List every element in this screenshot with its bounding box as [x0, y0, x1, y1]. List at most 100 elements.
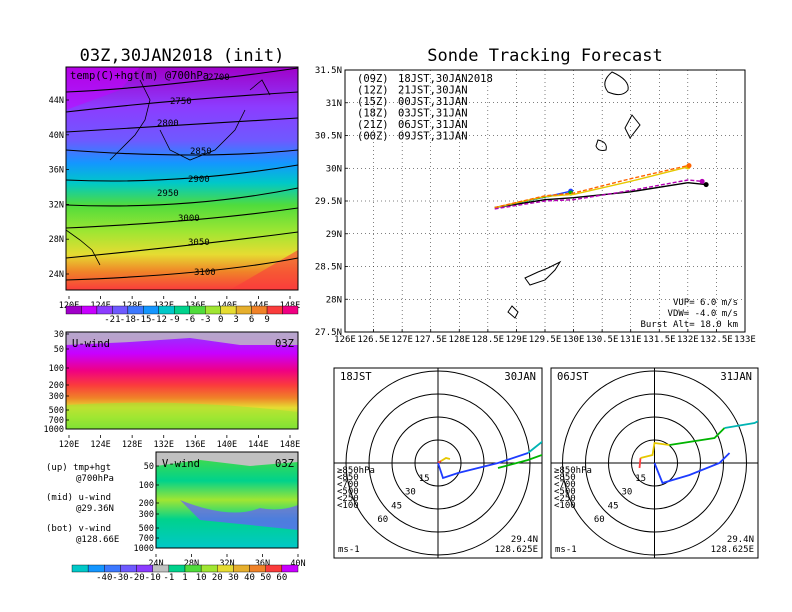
v-wind-panel: V-wind 03Z [155, 451, 299, 549]
note-up-level: @700hPa [76, 474, 114, 484]
x-tick-label: 130E [563, 335, 585, 345]
pressure-legend: <700 [337, 480, 359, 490]
track-endpoint [699, 178, 705, 184]
hodograph-trace [527, 440, 542, 454]
pressure-legend: ≥850hPa [554, 466, 592, 476]
y-tick-label: 29.5N [315, 197, 342, 207]
legend-valid: 06JST,31JAN [398, 119, 468, 131]
y-tick-label: 31N [326, 99, 342, 109]
colorbar-label: -40 [96, 573, 112, 583]
colorbar-swatch [266, 305, 283, 315]
x-tick-label: 131.5E [643, 335, 676, 345]
y-tick-label: 200 [139, 499, 154, 509]
y-tick-label: 28N [49, 235, 64, 245]
contour-label: 3050 [188, 238, 210, 248]
x-tick-label: 148E [280, 440, 300, 450]
pressure-legend: <850 [337, 473, 359, 483]
colorbar-swatch [87, 564, 105, 573]
colorbar-label: 3 [233, 315, 238, 325]
y-tick-label: 700 [49, 416, 64, 426]
y-tick-label: 29N [326, 230, 342, 240]
temp-panel-subtitle: temp(C)+hgt(m) @700hPa [70, 70, 209, 82]
colorbar-label: 50 [260, 573, 271, 583]
x-tick-label: 127.5E [414, 335, 447, 345]
pressure-legend: <700 [554, 480, 576, 490]
hodograph-trace [440, 457, 451, 462]
x-tick-label: 132E [677, 335, 699, 345]
v-wind-gray [156, 452, 298, 466]
param-vdw: VDW= -4.0 m/s [668, 309, 738, 319]
y-tick-label: 31.5N [315, 66, 342, 76]
contour-label: 3000 [178, 214, 200, 224]
colorbar-swatch [158, 305, 175, 315]
ring-label: 15 [635, 474, 646, 484]
x-tick-label: 128E [122, 440, 142, 450]
legend-run: (15Z) [357, 96, 389, 108]
temp-panel: 2700 2750 2800 2850 2900 2950 3000 3050 … [65, 66, 299, 291]
hodograph-lon: 128.625E [495, 545, 538, 555]
x-tick-label: 126E [334, 335, 356, 345]
x-tick-label: 129.5E [529, 335, 562, 345]
y-tick-label: 30N [326, 164, 342, 174]
y-tick-label: 27.5N [315, 328, 342, 338]
contour-label: 2750 [170, 97, 192, 107]
colorbar-label: -3 [200, 315, 211, 325]
y-tick-label: 500 [49, 406, 64, 416]
colorbar-label: -10 [145, 573, 161, 583]
legend-valid: 21JST,30JAN [398, 85, 468, 97]
x-tick-label: 136E [185, 440, 205, 450]
hodograph-rings [551, 368, 758, 558]
colorbar-swatch [81, 305, 98, 315]
y-tick-label: 28.5N [315, 263, 342, 273]
x-tick-label: 127E [391, 335, 413, 345]
colorbar-label: 9 [264, 315, 269, 325]
contour-label: 2700 [208, 73, 230, 83]
legend-valid: 18JST,30JAN2018 [398, 73, 493, 85]
pressure-legend: <500 [554, 487, 576, 497]
legend-valid: 09JST,31JAN [398, 131, 468, 143]
tracking-y-axis: 27.5N 28N 28.5N 29N 29.5N 30N 30.5N 31N 31.5N [315, 66, 348, 338]
ring-label: 45 [391, 501, 402, 511]
x-tick-label: 32N [219, 559, 234, 569]
param-vup: VUP= 6.0 m/s [673, 298, 738, 308]
x-tick-label: 36N [255, 559, 270, 569]
colorbar-swatch [127, 305, 144, 315]
note-bot-level: @128.66E [76, 535, 119, 545]
pressure-legend: <100 [554, 501, 576, 511]
x-tick-label: 128.5E [472, 335, 505, 345]
colorbar-label: -15 [135, 315, 151, 325]
u-wind-x-axis: 120E 124E 128E 132E 136E 140E 144E 148E [59, 435, 300, 450]
tracking-legend: (09Z) 18JST,30JAN2018 (12Z) 21JST,30JAN (15Z… [357, 73, 493, 143]
y-tick-label: 40N [49, 131, 64, 141]
y-tick-label: 500 [139, 524, 154, 534]
pressure-legend: <850 [554, 473, 576, 483]
colorbar-label: -18 [120, 315, 136, 325]
x-tick-label: 24N [148, 559, 163, 569]
x-tick-label: 132E [153, 440, 173, 450]
ring-label: 15 [419, 474, 430, 484]
tracking-coastlines [507, 71, 641, 319]
x-tick-label: 129E [506, 335, 528, 345]
colorbar-swatch [104, 564, 121, 573]
ring-label: 30 [621, 488, 632, 498]
colorbar-swatch [184, 564, 202, 573]
colorbar-label: -9 [169, 315, 180, 325]
v-wind-colorbar: -40 -30 -20 -10 -1 1 10 20 30 40 50 60 [71, 564, 299, 583]
colorbar-swatch [71, 564, 89, 573]
v-wind-frame [155, 451, 299, 549]
y-tick-label: 200 [49, 381, 64, 391]
y-tick-label: 50 [54, 345, 64, 355]
hodograph-date: 31JAN [720, 371, 752, 383]
pressure-legend: <500 [337, 487, 359, 497]
hodograph-trace [640, 441, 670, 459]
u-wind-time: 03Z [275, 338, 294, 350]
y-tick-label: 28N [326, 295, 342, 305]
y-tick-label: 100 [139, 481, 154, 491]
track-line [494, 166, 689, 209]
v-wind-label: V-wind [162, 458, 200, 470]
colorbar-swatch [96, 305, 113, 315]
track-line [494, 179, 703, 210]
y-tick-label: 1000 [134, 544, 154, 554]
